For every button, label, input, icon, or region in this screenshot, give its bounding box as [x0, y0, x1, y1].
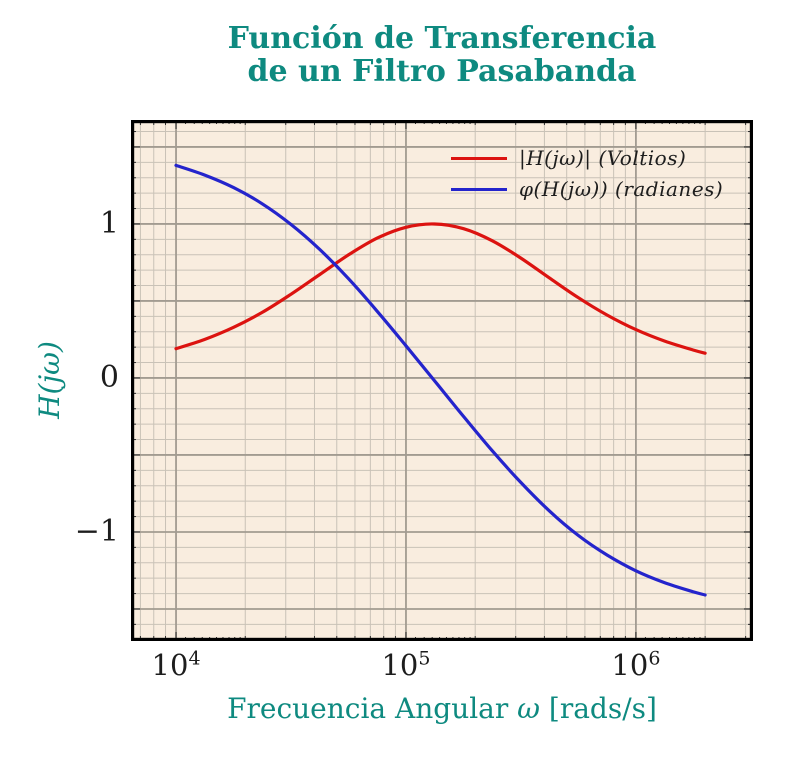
x-tick-label-1e6: 106	[596, 648, 676, 682]
legend-swatch-magnitude	[451, 156, 507, 160]
chart-title-line-2: de un Filtro Pasabanda	[247, 54, 637, 89]
y-tick-label-1: 1	[99, 205, 119, 241]
y-tick-label-0: 0	[99, 359, 119, 395]
legend-swatch-phase	[451, 187, 507, 191]
x-tick-label-1e4: 104	[136, 648, 216, 682]
series-line-phase	[174, 163, 707, 597]
x-axis-label-text: Frecuencia Angular	[227, 692, 518, 725]
x-axis-label: Frecuencia Angular ω [rads/s]	[131, 692, 753, 725]
x-tick-exponent: 4	[188, 647, 201, 670]
x-axis-label-units: [rads/s]	[540, 692, 657, 725]
x-tick-exponent: 6	[648, 647, 661, 670]
x-tick-base: 10	[611, 648, 649, 682]
y-tick-label-neg1: −1	[74, 513, 119, 549]
x-tick-exponent: 5	[418, 647, 431, 670]
legend-label-phase: φ(H(jω)) (radianes)	[519, 177, 724, 201]
axis-frame	[131, 120, 753, 641]
x-tick-base: 10	[151, 648, 189, 682]
legend-entry-phase: φ(H(jω)) (radianes)	[451, 177, 724, 201]
chart-title: Función de Transferencia de un Filtro Pa…	[131, 22, 753, 88]
omega-symbol: ω	[517, 692, 540, 725]
series-line-magnitude	[174, 222, 707, 355]
plot-area: |H(jω)| (Voltios) φ(H(jω)) (radianes)	[131, 120, 753, 641]
chart-title-line-1: Función de Transferencia	[227, 21, 657, 56]
legend-label-magnitude: |H(jω)| (Voltios)	[519, 146, 687, 170]
x-tick-base: 10	[381, 648, 419, 682]
y-axis-label: H(jω)	[33, 341, 66, 419]
plot-canvas	[131, 120, 753, 641]
x-tick-label-1e5: 105	[366, 648, 446, 682]
legend-entry-magnitude: |H(jω)| (Voltios)	[451, 146, 687, 170]
legend: |H(jω)| (Voltios) φ(H(jω)) (radianes)	[131, 120, 753, 641]
